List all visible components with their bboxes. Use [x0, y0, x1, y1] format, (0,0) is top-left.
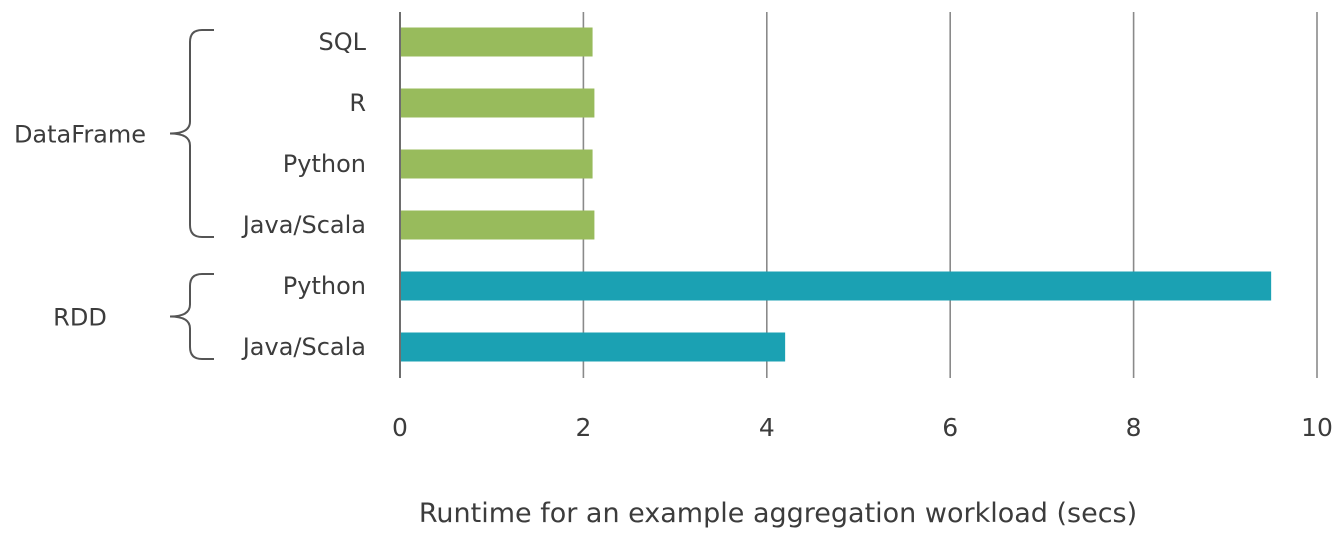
category-label: Python	[283, 150, 366, 178]
bar	[400, 27, 593, 57]
group-brace	[169, 273, 214, 360]
category-label: Java/Scala	[241, 211, 366, 239]
x-tick-labels: 0 2 4 6 8 10	[392, 413, 1333, 442]
x-tick-label: 4	[759, 413, 775, 442]
category-label: Python	[283, 272, 366, 300]
group-label: DataFrame	[14, 121, 146, 149]
category-labels: SQL R Python Java/Scala Python Java/Scala	[241, 28, 367, 361]
bar	[400, 210, 595, 240]
category-label: R	[349, 89, 366, 117]
x-tick-label: 10	[1301, 413, 1333, 442]
bar	[400, 149, 593, 179]
bars	[400, 27, 1272, 362]
bar	[400, 332, 786, 362]
x-tick-label: 6	[942, 413, 958, 442]
group-brace	[169, 29, 214, 238]
group-label: RDD	[53, 304, 107, 332]
gridlines	[582, 12, 1318, 378]
group-labels: DataFrame RDD	[14, 29, 214, 360]
x-axis-label: Runtime for an example aggregation workl…	[419, 498, 1137, 529]
bar	[400, 88, 595, 118]
bar	[400, 271, 1272, 301]
x-tick-label: 2	[575, 413, 591, 442]
x-tick-label: 0	[392, 413, 408, 442]
category-label: SQL	[319, 28, 367, 56]
category-label: Java/Scala	[241, 333, 366, 361]
x-tick-label: 8	[1126, 413, 1142, 442]
